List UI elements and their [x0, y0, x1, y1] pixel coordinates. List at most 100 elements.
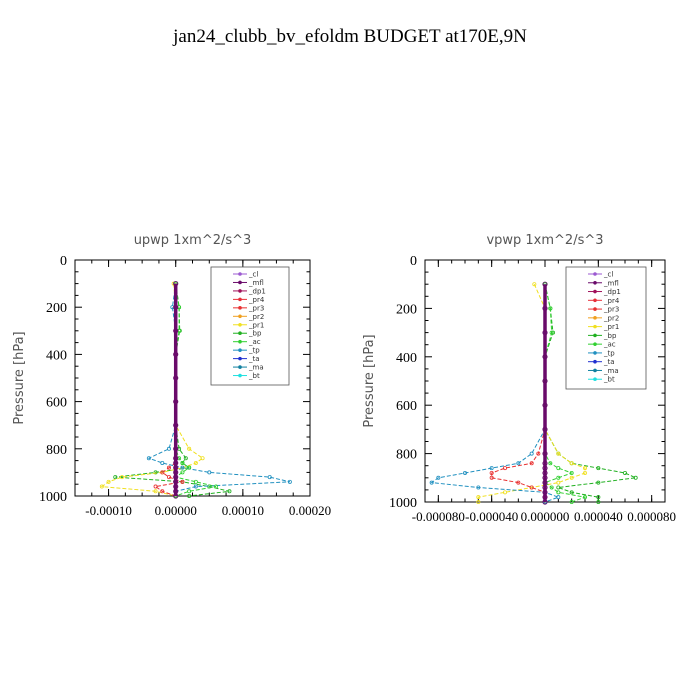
data-point: [542, 426, 548, 432]
legend-marker: [593, 368, 597, 373]
legend-marker: [238, 280, 242, 285]
data-point: [207, 470, 212, 475]
series-line-tp: [430, 284, 560, 503]
data-point: [556, 490, 561, 495]
y-axis-label: Pressure [hPa]: [12, 331, 27, 424]
data-point: [569, 490, 574, 495]
legend-box: [210, 266, 290, 386]
data-point: [476, 499, 481, 504]
legend-label: _bt: [603, 376, 615, 384]
y-tick-label: 800: [46, 443, 67, 458]
legend-marker: [593, 298, 597, 303]
series-line-ac: [543, 284, 587, 503]
data-point: [529, 485, 534, 490]
data-point: [173, 328, 179, 334]
data-point: [177, 456, 182, 461]
legend-label: _pr3: [603, 306, 619, 314]
data-point: [549, 485, 554, 490]
legend-marker: [593, 342, 597, 346]
y-tick-label: 200: [396, 302, 417, 317]
legend-label: _mfl: [603, 279, 619, 287]
y-tick-label: 200: [46, 301, 67, 316]
chart-panel-upwp: upwp 1xm^2/s^3 Pressure [hPa] 0 200 400 600 80…: [12, 233, 331, 518]
x-tick-label: -0.00010: [85, 503, 132, 518]
legend-label: _pr2: [603, 314, 619, 322]
data-point: [193, 460, 198, 465]
data-point: [596, 499, 601, 504]
data-point: [153, 484, 158, 489]
data-point: [516, 480, 521, 485]
legend-marker: [593, 333, 597, 338]
data-point: [542, 489, 548, 495]
legend-label: _dp1: [248, 287, 266, 295]
data-point: [287, 479, 292, 484]
series-line-pr3: [154, 283, 185, 497]
data-point: [153, 470, 158, 475]
data-point: [548, 461, 553, 466]
x-tick-label: 0.00000: [155, 503, 197, 518]
data-point: [542, 460, 548, 466]
data-point: [173, 280, 179, 287]
y-tick-label: 1000: [39, 490, 67, 505]
x-tick-label: 0.00020: [289, 503, 331, 518]
legend-label: _bp: [248, 330, 262, 338]
legend-label: _cl: [603, 271, 613, 279]
y-tick-label: 400: [396, 351, 417, 366]
x-tick-label: -0.000080: [412, 509, 465, 524]
legend-label: _pr2: [248, 313, 264, 321]
data-point: [548, 306, 553, 311]
panel-title: vpwp 1xm^2/s^3: [486, 233, 603, 248]
data-point: [542, 475, 548, 481]
data-point: [160, 470, 165, 475]
data-point: [583, 495, 588, 500]
legend-marker: [593, 280, 597, 285]
data-point: [556, 475, 561, 480]
figure-title: jan24_clubb_bv_efoldm BUDGET at170E,9N: [172, 26, 527, 47]
data-point: [489, 470, 494, 475]
data-point: [542, 484, 548, 491]
y-axis-label: Pressure [hPa]: [362, 334, 377, 427]
data-point: [113, 475, 118, 480]
data-point: [532, 282, 537, 287]
legend-marker: [238, 339, 242, 344]
data-point: [173, 493, 179, 499]
legend-marker: [238, 348, 242, 352]
data-point: [173, 304, 179, 310]
data-point: [623, 470, 628, 475]
legend-label: _ta: [603, 358, 615, 366]
data-point: [569, 470, 574, 475]
data-point: [596, 480, 601, 485]
chart-panel-vpwp: vpwp 1xm^2/s^3 Pressure [hPa] 0 200 400 600 80…: [362, 233, 676, 524]
legend-marker: [238, 373, 242, 378]
data-point: [173, 422, 179, 428]
data-point: [180, 460, 185, 465]
y-tick-label: 800: [396, 448, 417, 463]
legend-label: _tp: [603, 349, 615, 357]
data-point: [542, 450, 548, 457]
data-point: [569, 499, 574, 504]
legend-marker: [593, 316, 597, 320]
data-point: [583, 466, 588, 471]
legend-label: _pr3: [248, 304, 264, 312]
data-point: [569, 461, 574, 466]
legend-marker: [238, 297, 242, 302]
data-point: [529, 451, 534, 456]
data-point: [180, 470, 185, 475]
data-point: [160, 460, 165, 465]
data-point: [166, 446, 171, 451]
data-point: [187, 489, 192, 494]
data-point: [153, 489, 158, 494]
data-point: [227, 489, 232, 494]
panel-title: upwp 1xm^2/s^3: [134, 233, 252, 248]
data-point: [502, 466, 507, 471]
data-point: [213, 484, 218, 489]
legend-label: _pr4: [603, 297, 620, 305]
data-point: [187, 465, 192, 470]
data-point: [542, 470, 548, 476]
x-tick-label: 0.000000: [521, 509, 570, 524]
data-point: [429, 480, 434, 485]
data-point: [556, 451, 561, 456]
legend-label: _dp1: [603, 288, 621, 296]
data-point: [556, 495, 561, 500]
data-point: [146, 456, 151, 461]
